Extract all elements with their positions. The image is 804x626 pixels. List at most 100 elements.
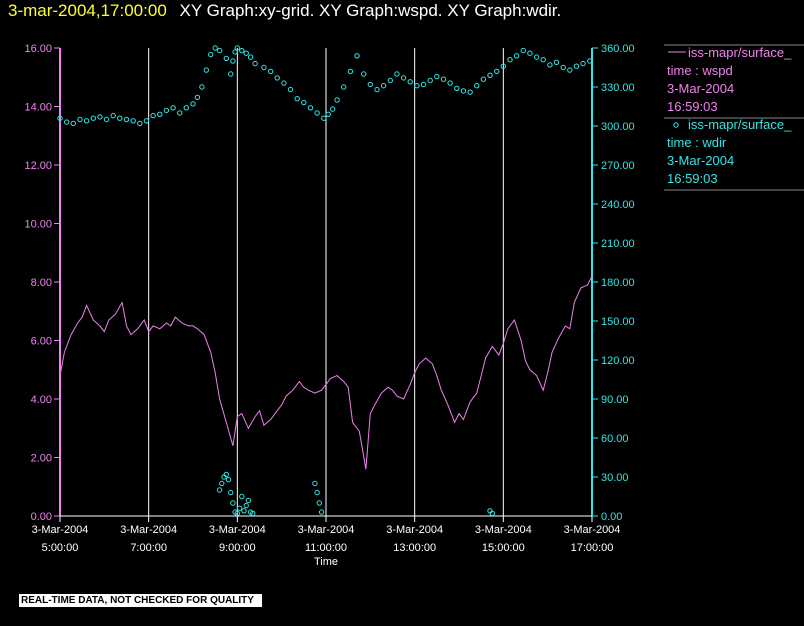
- x-tick-time-label: 11:00:00: [305, 542, 347, 554]
- wdir-point: [341, 84, 347, 90]
- wdir-point: [573, 63, 580, 69]
- wdir-point: [241, 508, 247, 514]
- wdir-point: [236, 505, 243, 511]
- wdir-point: [177, 110, 183, 116]
- x-tick-date-label: 3-Mar-2004: [564, 524, 621, 536]
- x-tick-time-label: 15:00:00: [482, 542, 525, 554]
- wdir-point: [223, 471, 230, 478]
- wdir-point: [354, 53, 360, 59]
- wdir-point: [234, 510, 241, 517]
- wdir-point: [234, 45, 241, 51]
- x-tick-time-label: 5:00:00: [42, 542, 79, 554]
- wdir-point: [307, 105, 314, 111]
- x-tick-time-label: 7:00:00: [130, 542, 167, 554]
- wdir-point: [487, 72, 493, 79]
- wdir-point: [223, 55, 230, 62]
- left-tick-label: 14.00: [24, 102, 52, 114]
- wdir-point: [507, 57, 513, 63]
- wdir-point: [334, 97, 340, 103]
- wdir-point: [199, 84, 205, 90]
- wdir-point: [239, 493, 245, 500]
- wdir-point: [454, 85, 460, 92]
- wdir-point: [580, 60, 586, 67]
- wdir-point: [137, 120, 143, 127]
- wdir-point: [547, 62, 553, 68]
- wdir-point: [394, 71, 400, 77]
- wdir-point: [183, 105, 190, 111]
- wdir-point: [407, 79, 413, 85]
- wdir-point: [434, 73, 440, 80]
- wdir-point: [117, 115, 123, 121]
- legend-text-line: iss-mapr/surface_: [688, 117, 792, 132]
- wdir-point: [480, 76, 487, 82]
- left-tick-label: 6.00: [31, 336, 52, 348]
- legend-text-line: 3-Mar-2004: [667, 81, 734, 96]
- wdir-point: [190, 101, 196, 107]
- right-tick-label: 60.00: [601, 433, 629, 445]
- chart-title: 3-mar-2004,17:00:00 XY Graph:xy-grid. XY…: [8, 1, 561, 21]
- left-tick-label: 2.00: [31, 453, 52, 465]
- wdir-point: [203, 67, 210, 73]
- right-tick-label: 270.00: [601, 160, 635, 172]
- legend-text-line: 16:59:03: [667, 171, 718, 186]
- wdir-point: [163, 107, 170, 114]
- wdir-point: [587, 58, 593, 64]
- legend-circle-marker: [673, 122, 679, 128]
- wdir-point: [212, 45, 218, 51]
- x-tick-time-label: 17:00:00: [571, 542, 614, 554]
- right-tick-label: 300.00: [601, 121, 635, 133]
- left-tick-label: 8.00: [31, 277, 52, 289]
- right-tick-label: 180.00: [601, 277, 635, 289]
- wdir-point: [232, 49, 238, 55]
- wdir-point: [321, 115, 327, 121]
- right-tick-label: 30.00: [601, 472, 629, 484]
- wdir-point: [367, 81, 373, 88]
- wdir-point: [427, 77, 433, 84]
- left-tick-label: 16.00: [24, 43, 52, 55]
- quality-banner: REAL-TIME DATA, NOT CHECKED FOR QUALITY: [19, 594, 262, 607]
- right-tick-label: 210.00: [601, 238, 635, 250]
- graph-list-label: XY Graph:xy-grid. XY Graph:wspd. XY Grap…: [179, 1, 562, 20]
- wdir-point: [540, 57, 546, 63]
- wdir-point: [489, 510, 495, 517]
- timestamp-label: 3-mar-2004,17:00:00: [8, 1, 167, 20]
- wdir-point: [374, 86, 380, 93]
- x-tick-date-label: 3-Mar-2004: [209, 524, 266, 536]
- right-tick-label: 90.00: [601, 394, 629, 406]
- wdir-point: [380, 83, 387, 89]
- right-tick-label: 240.00: [601, 199, 635, 211]
- wdir-point: [250, 510, 256, 517]
- x-tick-date-label: 3-Mar-2004: [475, 524, 532, 536]
- wdir-point: [267, 68, 274, 75]
- wdir-point: [420, 81, 427, 88]
- wdir-point: [90, 115, 97, 121]
- wdir-point: [318, 509, 325, 515]
- wdir-point: [243, 50, 249, 56]
- wdir-point: [361, 71, 367, 77]
- left-tick-label: 10.00: [24, 219, 52, 231]
- wdir-point: [400, 75, 407, 81]
- right-tick-label: 0.00: [601, 511, 622, 523]
- wdir-point: [57, 115, 63, 121]
- wdir-point: [228, 71, 234, 77]
- wdir-point: [239, 47, 245, 54]
- wspd-series-line: [59, 275, 593, 470]
- wdir-point: [440, 76, 447, 82]
- wdir-point: [219, 480, 225, 487]
- wdir-point: [314, 110, 320, 116]
- wdir-point: [347, 68, 354, 75]
- wdir-point: [247, 54, 254, 60]
- x-tick-time-label: 9:00:00: [219, 542, 256, 554]
- wdir-point: [274, 75, 280, 81]
- x-tick-date-label: 3-Mar-2004: [32, 524, 89, 536]
- wdir-point: [567, 67, 573, 73]
- legend-text-line: time : wspd: [667, 63, 733, 78]
- wdir-point: [77, 116, 83, 123]
- wdir-point: [500, 63, 506, 69]
- wdir-point: [294, 96, 300, 102]
- wdir-point: [170, 105, 176, 111]
- wdir-point: [225, 476, 232, 483]
- wdir-point: [494, 68, 500, 75]
- wdir-point: [243, 502, 249, 509]
